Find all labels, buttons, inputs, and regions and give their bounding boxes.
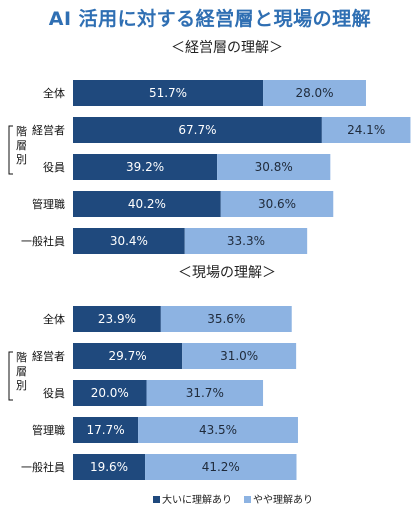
side-bracket <box>8 351 13 401</box>
side-label-top: 階層別 <box>16 124 27 166</box>
bar-strong <box>73 191 221 217</box>
side-label-char: 層 <box>16 365 27 378</box>
category-label: 経営者 <box>32 349 65 363</box>
bar-strong <box>73 380 147 406</box>
side-label-bottom: 階層別 <box>16 350 27 392</box>
category-label: 一般社員 <box>21 460 65 474</box>
bar-strong <box>73 417 139 443</box>
category-label: 全体 <box>43 312 65 326</box>
bar-strong <box>73 117 322 143</box>
bar-some <box>184 228 308 254</box>
legend-label-strong: 大いに理解あり <box>162 493 232 506</box>
panel-title-1: ＜経営層の理解＞ <box>171 40 283 56</box>
bar-some <box>321 117 411 143</box>
bar-some <box>263 80 366 106</box>
bar-strong <box>73 454 146 480</box>
bar-strong <box>73 80 264 106</box>
data-label-some: 43.5% <box>199 423 237 437</box>
bar-some <box>145 454 297 480</box>
category-label: 管理職 <box>32 197 65 211</box>
legend-label-some: やや理解あり <box>253 493 313 506</box>
bar-some <box>220 191 334 217</box>
bar-some <box>182 343 297 369</box>
data-label-some: 41.2% <box>202 460 240 474</box>
data-label-strong: 23.9% <box>98 312 136 326</box>
bar-strong <box>73 228 185 254</box>
bar-some <box>217 154 331 180</box>
data-label-strong: 17.7% <box>86 423 124 437</box>
side-label-char: 階 <box>16 124 27 138</box>
side-label-char: 層 <box>16 139 27 152</box>
data-label-strong: 51.7% <box>149 86 187 100</box>
data-label-strong: 30.4% <box>110 234 148 248</box>
side-bracket <box>8 125 13 175</box>
data-label-some: 31.0% <box>220 349 258 363</box>
bar-some <box>146 380 264 406</box>
category-label: 役員 <box>43 160 65 174</box>
data-label-strong: 20.0% <box>91 386 129 400</box>
data-label-strong: 39.2% <box>126 160 164 174</box>
data-label-strong: 40.2% <box>128 197 166 211</box>
data-label-strong: 67.7% <box>178 123 216 137</box>
data-label-strong: 19.6% <box>90 460 128 474</box>
data-label-some: 28.0% <box>295 86 333 100</box>
category-label: 役員 <box>43 386 65 400</box>
category-label: 一般社員 <box>21 234 65 248</box>
chart-main-title: AI 活用に対する経営層と現場の理解 <box>48 8 372 30</box>
data-label-some: 30.6% <box>258 197 296 211</box>
data-label-strong: 29.7% <box>109 349 147 363</box>
side-label-char: 別 <box>16 379 27 392</box>
bar-some <box>138 417 298 443</box>
side-label-char: 階 <box>16 350 27 364</box>
category-label: 全体 <box>43 86 65 100</box>
bar-some <box>160 306 292 332</box>
data-label-some: 33.3% <box>227 234 265 248</box>
category-label: 経営者 <box>32 123 65 137</box>
category-label: 管理職 <box>32 423 65 437</box>
side-label-char: 別 <box>16 153 27 166</box>
data-label-some: 31.7% <box>186 386 224 400</box>
data-label-some: 35.6% <box>207 312 245 326</box>
panel-title-2: ＜現場の理解＞ <box>178 265 276 281</box>
bar-strong <box>73 306 161 332</box>
legend-swatch-some <box>244 496 251 503</box>
legend-swatch-strong <box>153 496 160 503</box>
bar-strong <box>73 154 218 180</box>
data-label-some: 24.1% <box>347 123 385 137</box>
bar-strong <box>73 343 183 369</box>
data-label-some: 30.8% <box>255 160 293 174</box>
